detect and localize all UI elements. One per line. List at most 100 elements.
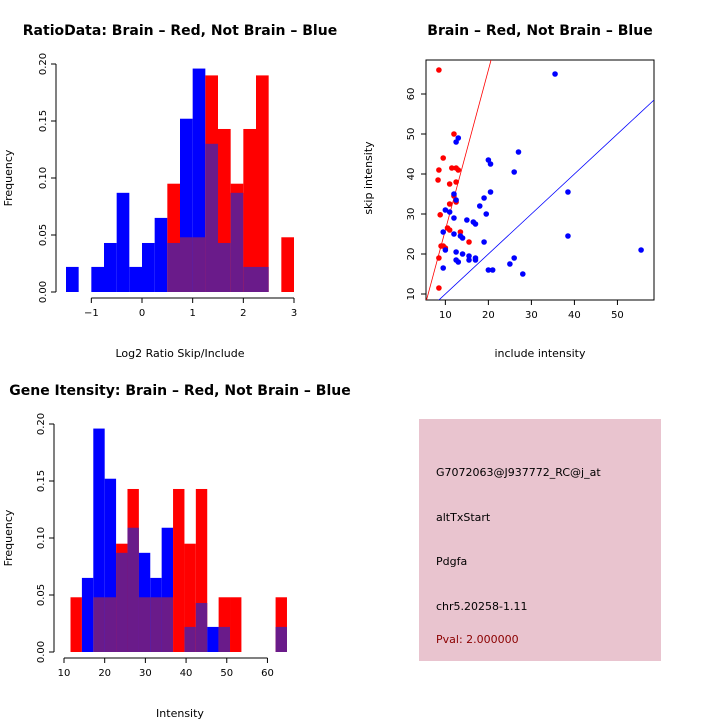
ratio-x-tick-label: 2	[240, 308, 246, 319]
scatter-point-brain	[436, 67, 442, 73]
scatter-point-not-brain	[507, 261, 513, 267]
scatter-point-not-brain	[487, 189, 494, 195]
scatter-blue-line	[438, 99, 654, 300]
scatter-point-not-brain	[446, 209, 453, 215]
scatter-point-brain	[449, 165, 455, 171]
scatter-point-brain	[436, 167, 442, 173]
intensity-y-tick-label: 0.10	[36, 527, 47, 549]
scatter-x-tick-label: 40	[568, 310, 581, 321]
ratio-y-tick-label: 0.15	[38, 110, 49, 132]
ratio-bar-not-brain	[116, 192, 130, 292]
scatter-point-not-brain	[511, 169, 517, 175]
intensity-bar-overlap	[116, 552, 128, 652]
ratio-bar-not-brain	[154, 217, 168, 292]
scatter-point-not-brain	[565, 233, 571, 239]
scatter-point-brain	[453, 179, 459, 185]
intensity-histogram-ylabel: Frequency	[2, 509, 15, 566]
scatter-point-not-brain	[464, 217, 470, 223]
scatter-point-not-brain	[440, 229, 447, 235]
ratio-x-tick-label: −1	[84, 308, 99, 319]
ratio-bar-not-brain	[66, 266, 79, 292]
intensity-bar-brain	[218, 597, 231, 652]
intensity-y-tick-label: 0.00	[36, 641, 47, 663]
intensity-x-tick-label: 60	[261, 668, 274, 679]
ratio-bar-overlap	[180, 237, 193, 292]
ratio-bar-overlap	[167, 242, 180, 292]
scatter-point-not-brain	[472, 221, 479, 227]
ratio-x-tick-label: 0	[139, 308, 145, 319]
intensity-scatter: Brain – Red, Not Brain – Blue include in…	[362, 23, 655, 360]
intensity-bar-overlap	[104, 597, 117, 652]
intensity-bar-overlap	[161, 597, 174, 652]
ratio-y-tick-label: 0.05	[38, 224, 49, 246]
gene-name-text: Pdgfa	[436, 555, 467, 568]
intensity-x-tick-label: 10	[58, 668, 71, 679]
ratio-bar-overlap	[230, 192, 244, 292]
ratio-y-tick-label: 0.10	[38, 167, 49, 189]
intensity-x-tick-label: 50	[220, 668, 233, 679]
ratio-y-tick-label: 0.20	[38, 53, 49, 75]
intensity-histogram: Gene Itensity: Brain – Red, Not Brain – …	[2, 383, 351, 720]
scatter-point-not-brain	[459, 251, 466, 257]
intensity-bar-overlap	[138, 597, 151, 652]
ratio-bar-not-brain	[129, 266, 142, 292]
ratio-histogram-title: RatioData: Brain – Red, Not Brain – Blue	[23, 23, 337, 39]
scatter-x-tick-label: 50	[611, 310, 624, 321]
scatter-point-not-brain	[451, 191, 457, 197]
scatter-point-brain	[440, 155, 447, 161]
scatter-point-brain	[438, 243, 444, 249]
intensity-bar-not-brain	[104, 478, 117, 652]
ratio-bar-overlap	[218, 242, 231, 292]
scatter-point-not-brain	[451, 215, 457, 221]
scatter-y-tick-label: 60	[406, 88, 417, 101]
ratio-bar-overlap	[205, 143, 218, 292]
scatter-point-brain	[466, 239, 472, 245]
scatter-xlabel: include intensity	[494, 347, 586, 360]
ratio-histogram: RatioData: Brain – Red, Not Brain – Blue…	[2, 23, 337, 360]
intensity-bar-not-brain	[207, 626, 219, 652]
intensity-bar-not-brain	[93, 428, 105, 652]
scatter-point-not-brain	[451, 231, 457, 237]
ratio-bar-brain	[256, 75, 269, 293]
ratio-histogram-xlabel: Log2 Ratio Skip/Include	[115, 347, 244, 360]
intensity-bar-overlap	[150, 597, 162, 652]
scatter-point-not-brain	[485, 267, 492, 273]
scatter-x-tick-label: 30	[525, 310, 538, 321]
intensity-bar-brain	[70, 597, 82, 652]
scatter-y-tick-label: 30	[406, 208, 417, 221]
scatter-point-brain	[457, 229, 464, 235]
scatter-x-tick-label: 10	[439, 310, 452, 321]
scatter-point-brain	[455, 167, 462, 173]
scatter-x-tick-label: 20	[482, 310, 495, 321]
scatter-point-not-brain	[483, 211, 490, 217]
scatter-point-brain	[446, 201, 453, 207]
ratio-bar-overlap	[192, 237, 206, 292]
ratio-x-tick-label: 1	[189, 308, 195, 319]
scatter-y-tick-label: 40	[406, 168, 417, 181]
scatter-point-not-brain	[453, 139, 459, 145]
scatter-point-not-brain	[442, 247, 449, 253]
scatter-y-tick-label: 50	[406, 128, 417, 141]
intensity-y-tick-label: 0.15	[36, 470, 47, 492]
ratio-bar-overlap	[243, 266, 256, 292]
intensity-histogram-title: Gene Itensity: Brain – Red, Not Brain – …	[9, 383, 351, 399]
scatter-point-not-brain	[552, 71, 558, 77]
scatter-point-not-brain	[519, 271, 526, 277]
intensity-bar-brain	[173, 488, 185, 652]
intensity-bar-brain	[230, 597, 242, 652]
intensity-bar-overlap	[195, 602, 208, 652]
intensity-bar-overlap	[93, 597, 105, 652]
scatter-point-not-brain	[459, 235, 466, 241]
scatter-point-not-brain	[455, 259, 462, 265]
intensity-x-tick-label: 20	[98, 668, 111, 679]
scatter-point-brain	[435, 177, 441, 183]
ratio-bar-not-brain	[142, 242, 155, 292]
intensity-bar-brain	[275, 597, 287, 652]
pval-text: Pval: 2.000000	[436, 633, 519, 646]
intensity-y-tick-label: 0.20	[36, 413, 47, 435]
scatter-point-brain	[436, 255, 442, 261]
scatter-point-not-brain	[481, 195, 487, 201]
intensity-bar-brain	[195, 488, 208, 652]
scatter-point-not-brain	[565, 189, 571, 195]
